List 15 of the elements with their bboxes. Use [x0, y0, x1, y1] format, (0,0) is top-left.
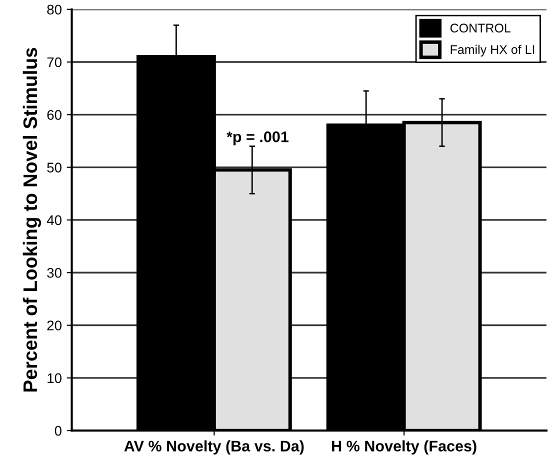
x-tick-label: H % Novelty (Faces)	[332, 440, 476, 455]
y-tick-label: 70	[47, 57, 62, 68]
x-tick-label: AV % Novelty (Ba vs. Da)	[124, 440, 304, 455]
y-tick-label: 80	[47, 4, 62, 15]
y-tick-label: 10	[48, 373, 62, 384]
annotation: *p = .001	[226, 131, 288, 146]
y-tick-label: 30	[47, 268, 62, 278]
y-tick-label: 40	[46, 215, 62, 226]
legend-label: Family HX of LI	[450, 44, 534, 56]
y-tick-label: 0	[54, 426, 62, 436]
y-axis-title: Percent of Looking to Novel Stimulus	[22, 48, 42, 392]
legend-label: CONTROL	[450, 24, 510, 32]
y-tick-label: 60	[47, 110, 62, 120]
y-tick-label: 50	[47, 162, 62, 172]
y-tick-label: 20	[47, 320, 62, 330]
